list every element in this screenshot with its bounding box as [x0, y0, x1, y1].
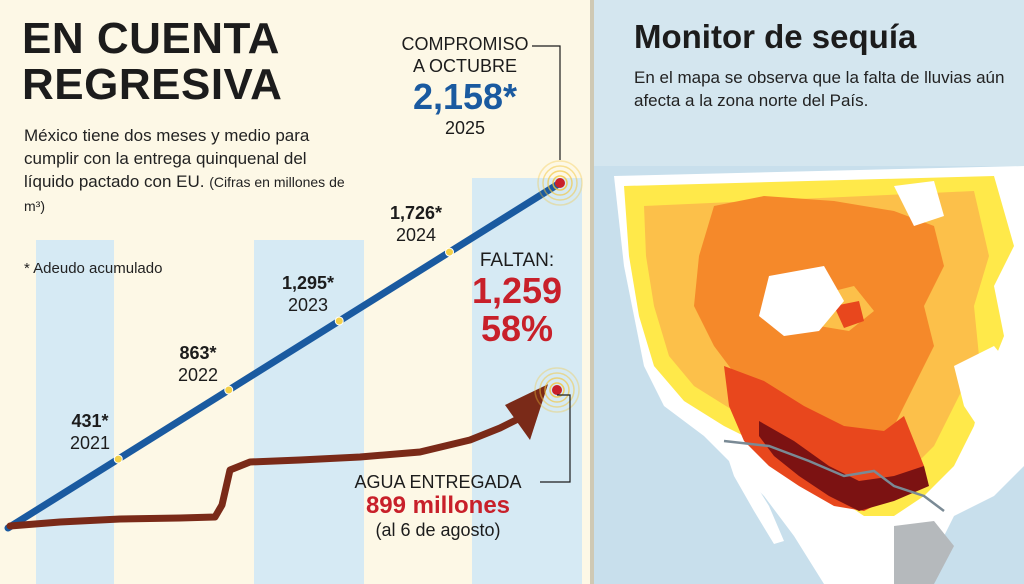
point-value-2022: 863* — [179, 343, 217, 363]
subtitle-units: (Cifras en millones de m³) — [24, 174, 345, 214]
delivered-value: 899 millones — [365, 492, 511, 519]
remaining-callout: FALTAN: 1,259 58% — [462, 250, 572, 348]
title-line-1: EN CUENTA — [22, 14, 280, 63]
commitment-target-ring-0 — [537, 160, 583, 206]
point-year-2022: 2022 — [177, 365, 219, 385]
delivered-target-ring-2 — [544, 377, 570, 403]
point-label-2022: 863* 2022 — [178, 342, 218, 386]
countdown-chart — [4, 45, 583, 532]
commitment-target-dot — [555, 178, 565, 188]
remaining-value: 1,259 — [471, 270, 563, 311]
delivered-callout: AGUA ENTREGADA 899 millones (al 6 de ago… — [322, 470, 554, 542]
commitment-line — [4, 179, 564, 532]
drought-exceptional — [759, 421, 929, 511]
commitment-target-ring-1 — [542, 165, 578, 201]
delivered-target-dot — [552, 385, 562, 395]
year-band-2023 — [254, 240, 364, 584]
point-label-2021: 431* 2021 — [70, 410, 110, 454]
left-panel: EN CUENTA REGRESIVA México tiene dos mes… — [4, 15, 583, 584]
right-panel: Monitor de sequía En el mapa se observa … — [594, 0, 1024, 584]
panel-divider — [590, 0, 596, 584]
delivered-target-ring-1 — [539, 372, 575, 408]
page-title: EN CUENTA REGRESIVA — [22, 16, 282, 108]
footnote: * Adeudo acumulado — [24, 260, 163, 277]
map-white-gap-1 — [759, 266, 844, 336]
commitment-label-1: COMPROMISO — [401, 34, 529, 54]
point-year-2023: 2023 — [287, 295, 329, 315]
commitment-callout: COMPROMISO A OCTUBRE 2,158* 2025 — [390, 33, 540, 139]
delivered-path — [6, 414, 524, 530]
point-label-2023: 1,295* 2023 — [282, 272, 334, 316]
point-value-2024: 1,726* — [389, 203, 443, 223]
year-band-2025 — [472, 178, 582, 584]
map-gray-region — [894, 521, 954, 584]
subtitle-text: México tiene dos meses y medio para cump… — [24, 126, 310, 191]
commitment-label-2: A OCTUBRE — [412, 56, 518, 76]
map-white-gap-2 — [954, 346, 1019, 436]
subtitle: México tiene dos meses y medio para cump… — [24, 124, 354, 218]
delivered-date: (al 6 de agosto) — [375, 520, 501, 540]
point-value-2023: 1,295* — [281, 273, 335, 293]
delivered-target-ring-0 — [534, 367, 580, 413]
commitment-value: 2,158* — [412, 76, 518, 117]
commitment-target-ring-2 — [547, 170, 573, 196]
map-white-gap-3 — [894, 181, 944, 226]
map-title: Monitor de sequía — [634, 18, 917, 55]
drought-map — [594, 166, 1024, 584]
year-band-2021 — [36, 240, 114, 584]
remaining-percent: 58% — [480, 308, 554, 349]
point-label-2024: 1,726* 2024 — [390, 202, 442, 246]
point-marker-2021 — [113, 454, 123, 464]
point-marker-2024 — [444, 247, 454, 257]
map-subtitle: En el mapa se observa que la falta de ll… — [634, 68, 1005, 110]
remaining-label: FALTAN: — [479, 250, 555, 271]
title-line-2: REGRESIVA — [22, 60, 283, 109]
point-marker-2022 — [224, 385, 234, 395]
commitment-target-ring-3 — [552, 175, 568, 191]
point-marker-2023 — [334, 316, 344, 326]
point-year-2024: 2024 — [395, 225, 437, 245]
map-severe-blob — [834, 301, 864, 328]
delivered-connector — [540, 394, 571, 483]
point-value-2021: 431* — [71, 411, 109, 431]
commitment-year: 2025 — [444, 118, 486, 138]
us-mexico-border — [723, 439, 945, 512]
map-baja-peninsula — [724, 436, 784, 544]
drought-extreme — [724, 366, 924, 511]
commitment-connector — [532, 45, 561, 160]
delivered-target-ring-3 — [549, 382, 565, 398]
delivered-label: AGUA ENTREGADA — [354, 472, 522, 492]
point-year-2021: 2021 — [69, 433, 111, 453]
delivered-arrowhead — [505, 384, 548, 440]
